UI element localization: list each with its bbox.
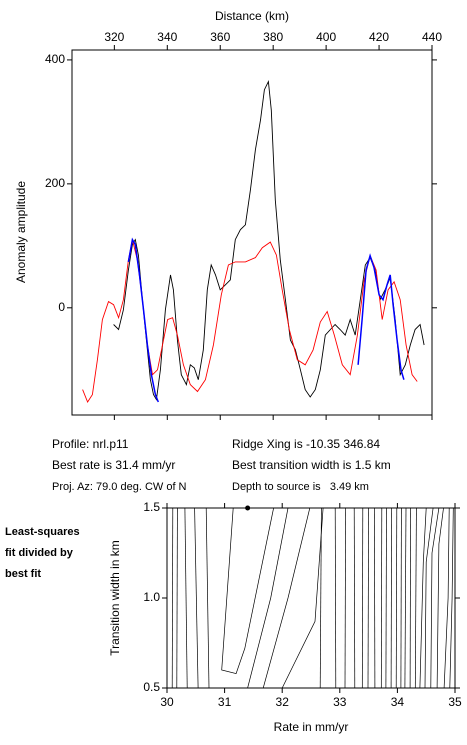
contour-line — [424, 507, 434, 689]
contour-line — [400, 507, 402, 689]
x-axis-title: Distance (km) — [215, 9, 289, 23]
data-line — [82, 239, 418, 403]
contour-line — [319, 507, 322, 689]
x-tick-label: 30 — [160, 695, 174, 709]
contour-line — [374, 507, 376, 689]
y-axis-title: Anomaly amplitude — [14, 181, 28, 283]
x-tick-label: 420 — [369, 30, 389, 44]
y-tick-label: 200 — [45, 176, 65, 190]
contour-line — [334, 507, 337, 689]
info-text: Proj. Az: 79.0 deg. CW of N — [52, 481, 187, 493]
contour-line — [414, 507, 417, 689]
side-note: Least-squares — [5, 526, 80, 538]
y-axis-title: Transition width in km — [108, 540, 122, 656]
contour-line — [176, 507, 178, 689]
contour-line — [390, 507, 392, 689]
x-tick-label: 380 — [263, 30, 283, 44]
plot-frame — [71, 49, 433, 416]
contour-line — [205, 507, 210, 689]
contour-line — [436, 507, 444, 689]
x-tick-label: 33 — [333, 695, 347, 709]
x-tick-label: 32 — [276, 695, 290, 709]
y-tick-label: 0 — [58, 300, 65, 314]
info-text: Ridge Xing is -10.35 346.84 — [232, 437, 380, 451]
contour-line — [404, 507, 407, 689]
x-tick-label: 400 — [316, 30, 336, 44]
contour-line — [247, 507, 289, 689]
side-note: fit divided by — [5, 547, 74, 559]
contour-line — [361, 507, 364, 689]
y-tick-label: 1.0 — [143, 590, 160, 604]
contour-line — [443, 507, 450, 689]
x-tick-label: 31 — [218, 695, 232, 709]
y-tick-label: 0.5 — [143, 680, 160, 694]
contour-line — [409, 507, 411, 689]
x-axis-title: Rate in mm/yr — [274, 720, 349, 734]
x-tick-label: 35 — [448, 695, 462, 709]
contour-line — [380, 507, 383, 689]
contour-line — [353, 507, 356, 689]
info-text: Profile: nrl.p11 — [52, 437, 129, 451]
contour-line — [419, 507, 427, 689]
x-tick-label: 340 — [157, 30, 177, 44]
info-text: Best transition width is 1.5 km — [232, 458, 391, 472]
contour-line — [194, 507, 199, 689]
contour-line — [395, 507, 398, 689]
contour-line — [449, 507, 454, 689]
contour-line — [184, 507, 188, 689]
contour-line — [344, 507, 346, 689]
data-line — [127, 237, 405, 403]
contour-line — [430, 507, 440, 689]
plot-frame — [166, 507, 456, 689]
side-note: best fit — [5, 568, 41, 580]
x-tick-label: 360 — [210, 30, 230, 44]
contour-line — [281, 507, 324, 689]
x-tick-label: 320 — [104, 30, 124, 44]
contour-line — [221, 507, 274, 675]
info-text: Depth to source is 3.49 km — [232, 481, 369, 493]
contour-line — [262, 507, 311, 689]
x-tick-label: 34 — [391, 695, 405, 709]
contour-line — [171, 507, 174, 689]
x-tick-label: 440 — [422, 30, 442, 44]
y-tick-label: 400 — [45, 52, 65, 66]
data-line — [113, 79, 425, 401]
contour-line — [367, 507, 369, 689]
info-text: Best rate is 31.4 mm/yr — [52, 458, 175, 472]
contour-line — [385, 507, 387, 689]
y-tick-label: 1.5 — [143, 500, 160, 514]
